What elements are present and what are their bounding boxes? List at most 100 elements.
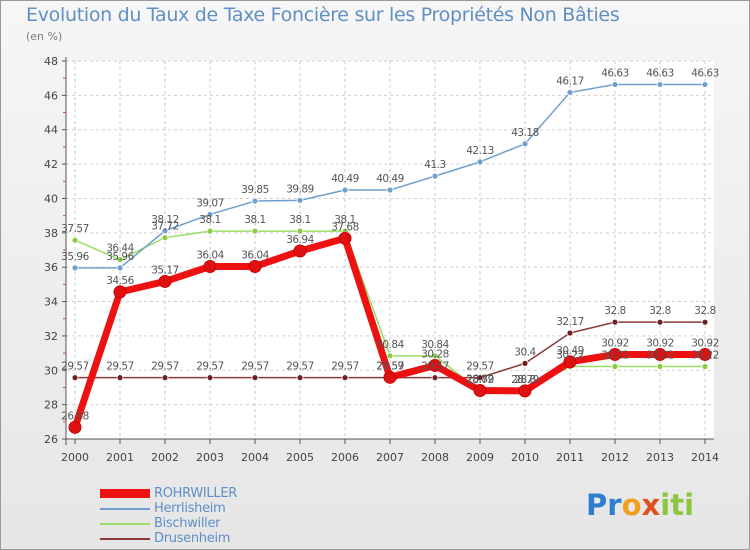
x-tick-label: 2007 <box>376 451 404 464</box>
data-label-herrlisheim: 43.18 <box>511 127 539 139</box>
x-tick-label: 2013 <box>646 451 674 464</box>
legend-swatch-herrlisheim <box>100 508 150 510</box>
data-point-drusenheim <box>116 374 124 382</box>
data-label-herrlisheim: 40.49 <box>331 173 359 185</box>
logo-letter: o <box>621 488 642 522</box>
x-tick-label: 2008 <box>421 451 449 464</box>
data-point-herrlisheim <box>656 81 664 88</box>
data-point-rohrwiller <box>248 259 262 273</box>
legend-label-herrlisheim: Herrlisheim <box>154 501 226 516</box>
data-point-bischwiller <box>116 256 124 264</box>
data-point-drusenheim <box>341 374 349 382</box>
y-tick-label: 44 <box>44 124 58 137</box>
data-label-drusenheim: 29.57 <box>151 361 179 373</box>
data-point-rohrwiller <box>113 285 127 299</box>
data-point-herrlisheim <box>521 140 529 148</box>
data-label-drusenheim: 29.57 <box>241 361 269 373</box>
data-point-drusenheim <box>521 359 529 367</box>
data-point-drusenheim <box>296 374 304 382</box>
data-point-rohrwiller <box>293 244 307 258</box>
data-point-drusenheim <box>656 318 664 326</box>
data-point-herrlisheim <box>296 196 304 204</box>
legend-swatch-drusenheim <box>100 538 150 540</box>
data-point-herrlisheim <box>431 172 439 180</box>
data-point-bischwiller <box>251 227 259 235</box>
data-point-drusenheim <box>701 318 709 326</box>
data-label-rohrwiller: 36.04 <box>241 249 269 261</box>
data-point-bischwiller <box>611 363 619 370</box>
data-point-bischwiller <box>296 227 304 235</box>
data-label-drusenheim: 29.57 <box>286 361 314 373</box>
data-label-rohrwiller: 28.82 <box>466 374 494 386</box>
y-tick-label: 34 <box>44 296 58 309</box>
data-point-bischwiller <box>71 236 79 244</box>
data-label-rohrwiller: 30.92 <box>691 337 719 349</box>
data-label-rohrwiller: 34.56 <box>106 275 134 287</box>
y-tick-label: 28 <box>44 399 58 412</box>
logo-letter: t <box>670 488 685 522</box>
data-label-rohrwiller: 28.8 <box>514 374 535 386</box>
data-point-bischwiller <box>701 363 709 370</box>
data-label-rohrwiller: 36.04 <box>196 249 224 261</box>
data-point-drusenheim <box>71 374 79 382</box>
data-point-rohrwiller <box>698 347 712 361</box>
data-label-drusenheim: 29.57 <box>331 361 359 373</box>
y-tick-label: 40 <box>44 192 58 205</box>
data-point-herrlisheim <box>566 89 574 96</box>
data-label-bischwiller: 36.44 <box>106 243 134 255</box>
data-point-rohrwiller <box>518 384 532 398</box>
data-label-herrlisheim: 40.49 <box>376 173 404 185</box>
data-point-herrlisheim <box>701 81 709 88</box>
data-point-drusenheim <box>161 374 169 382</box>
x-tick-label: 2011 <box>556 451 584 464</box>
data-label-rohrwiller: 30.92 <box>646 337 674 349</box>
y-tick-label: 42 <box>44 158 58 171</box>
data-point-herrlisheim <box>116 264 124 272</box>
y-tick-label: 26 <box>44 433 58 446</box>
data-label-herrlisheim: 39.07 <box>196 197 224 209</box>
logo-letter: i <box>660 488 671 522</box>
data-point-herrlisheim <box>476 158 484 166</box>
data-label-herrlisheim: 42.13 <box>466 145 494 157</box>
legend-swatch-bischwiller <box>100 523 150 525</box>
data-label-bischwiller: 28.79 <box>511 374 539 386</box>
data-point-bischwiller <box>386 352 394 360</box>
x-tick-label: 2014 <box>691 451 719 464</box>
x-tick-label: 2005 <box>286 451 314 464</box>
data-point-drusenheim <box>206 374 214 382</box>
legend-label-bischwiller: Bischwiller <box>154 516 221 531</box>
data-label-bischwiller: 37.57 <box>61 223 89 235</box>
data-point-rohrwiller <box>473 384 487 398</box>
data-point-herrlisheim <box>251 197 259 205</box>
data-label-herrlisheim: 46.17 <box>556 75 584 87</box>
data-label-herrlisheim: 39.85 <box>241 184 269 196</box>
data-label-bischwiller: 38.1 <box>289 214 310 226</box>
data-point-bischwiller <box>656 363 664 370</box>
data-label-herrlisheim: 46.63 <box>646 68 674 80</box>
data-point-herrlisheim <box>161 227 169 235</box>
x-tick-label: 2012 <box>601 451 629 464</box>
y-tick-label: 32 <box>44 330 58 343</box>
data-point-rohrwiller <box>608 347 622 361</box>
data-label-rohrwiller: 30.92 <box>601 337 629 349</box>
data-label-bischwiller: 28.79 <box>466 374 494 386</box>
legend-label-drusenheim: Drusenheim <box>154 531 231 546</box>
data-label-bischwiller: 30.84 <box>376 339 404 351</box>
data-point-bischwiller <box>206 227 214 235</box>
data-label-drusenheim: 29.57 <box>106 361 134 373</box>
data-point-rohrwiller <box>428 358 442 372</box>
y-unit-label: (en %) <box>26 30 63 43</box>
data-point-drusenheim <box>431 374 439 382</box>
x-tick-label: 2000 <box>61 451 89 464</box>
data-label-rohrwiller: 29.59 <box>376 360 404 372</box>
logo-letter: P <box>586 488 608 522</box>
data-label-rohrwiller: 30.49 <box>556 345 584 357</box>
data-point-bischwiller <box>161 234 169 242</box>
data-label-rohrwiller: 36.94 <box>286 234 314 246</box>
data-label-drusenheim: 30.4 <box>514 346 536 358</box>
x-tick-label: 2006 <box>331 451 359 464</box>
data-label-herrlisheim: 46.63 <box>691 68 719 80</box>
legend-label-rohrwiller: ROHRWILLER <box>154 486 237 501</box>
y-tick-label: 48 <box>44 55 58 68</box>
x-tick-label: 2002 <box>151 451 179 464</box>
